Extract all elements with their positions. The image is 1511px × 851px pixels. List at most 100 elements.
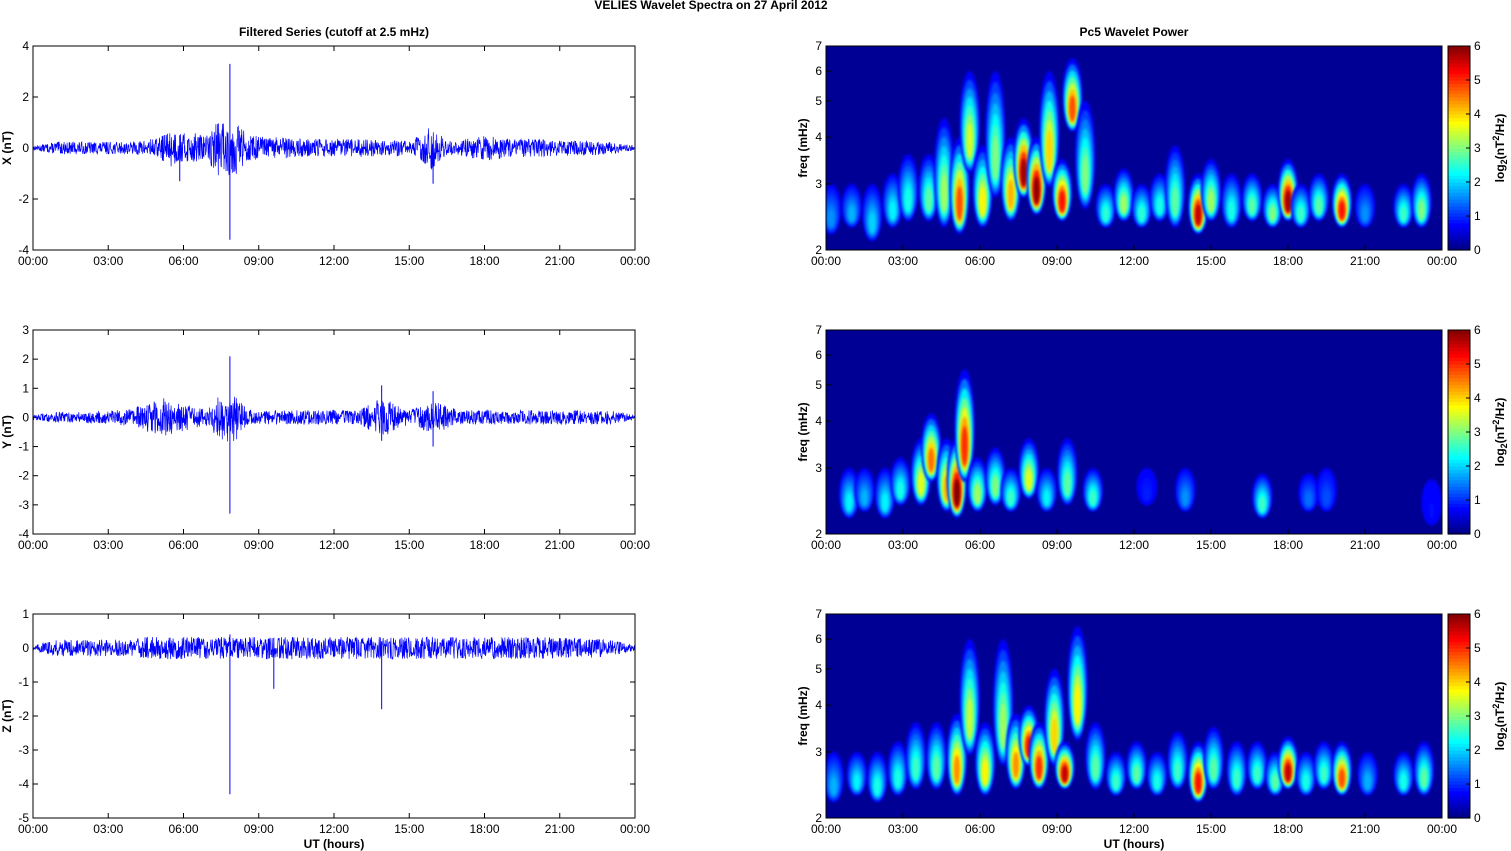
colorbar-swatch: [1448, 243, 1470, 248]
colorbar-swatch: [1448, 699, 1470, 703]
x-tick-label: 12:00: [1119, 538, 1149, 552]
y-tick-label: 4: [815, 130, 822, 144]
figure-title: VELIES Wavelet Spectra on 27 April 2012: [594, 0, 828, 12]
y-tick-label: -4: [18, 243, 29, 257]
y-tick-label: -4: [18, 777, 29, 791]
heatmap-blob: [1043, 490, 1050, 506]
colorbar-swatch: [1448, 452, 1470, 457]
colorbar-swatch: [1448, 226, 1470, 231]
heatmap-blob: [1102, 206, 1109, 222]
x-tick-label: 18:00: [469, 822, 499, 836]
colorbar-swatch: [1448, 199, 1470, 203]
heatmap-blob: [1172, 187, 1179, 216]
colorbar-tick-label: 5: [1474, 357, 1481, 371]
heatmap-blob: [1338, 200, 1345, 220]
colorbar-swatch: [1448, 360, 1470, 365]
heatmap-blob: [956, 186, 963, 221]
colorbar-swatch: [1448, 449, 1470, 453]
colorbar-swatch: [1448, 117, 1470, 122]
y-tick-label: -2: [18, 469, 29, 483]
y-tick-label: 2: [22, 90, 29, 104]
colorbar-tick-label: 6: [1474, 39, 1481, 53]
colorbar-swatch: [1448, 506, 1470, 511]
y-tick-label: 3: [815, 177, 822, 191]
heatmap-blob: [1069, 95, 1076, 122]
x-tick-label: 06:00: [168, 254, 198, 268]
colorbar-tick-label: 0: [1474, 243, 1481, 257]
colorbar-swatch: [1448, 627, 1470, 632]
colorbar-swatch: [1448, 773, 1470, 778]
colorbar-tick-label: 4: [1474, 391, 1481, 405]
x-tick-label: 00:00: [811, 254, 841, 268]
x-tick-label: 09:00: [1042, 822, 1072, 836]
colorbar-swatch: [1448, 83, 1470, 88]
plot-frame: [32, 613, 636, 819]
heatmap-blob: [928, 448, 935, 472]
heatmap-blob: [1305, 492, 1312, 507]
x-tick-label: 21:00: [545, 254, 575, 268]
plot-frame: [825, 45, 1443, 251]
colorbar-swatch: [1448, 131, 1470, 135]
plot-title: Pc5 Wavelet Power: [1080, 25, 1189, 39]
colorbar-swatch: [1448, 520, 1470, 525]
colorbar-swatch: [1448, 661, 1470, 666]
y-tick-label: -5: [18, 811, 29, 825]
colorbar-swatch: [1448, 124, 1470, 129]
heatmap-blob: [1208, 190, 1214, 213]
colorbar-swatch: [1448, 195, 1470, 200]
heatmap-blob: [1074, 684, 1081, 725]
colorbar-swatch: [1448, 692, 1470, 697]
x-tick-label: 06:00: [168, 538, 198, 552]
colorbar-swatch: [1448, 428, 1470, 433]
y-tick-label: -4: [18, 527, 29, 541]
x-tick-label: 12:00: [1119, 822, 1149, 836]
colorbar-swatch: [1448, 513, 1470, 518]
heatmap-blob: [882, 493, 888, 512]
colorbar-swatch: [1448, 209, 1470, 214]
y-tick-label: 7: [815, 39, 822, 53]
x-tick-label: 15:00: [1196, 254, 1226, 268]
colorbar-swatch: [1448, 442, 1470, 447]
colorbar-swatch: [1448, 777, 1470, 782]
x-tick-label: 00:00: [1427, 254, 1457, 268]
heatmap-blob: [966, 122, 973, 159]
heatmap-blob: [889, 200, 896, 220]
x-tick-label: 21:00: [545, 538, 575, 552]
y-tick-label: 2: [815, 527, 822, 541]
x-tick-label: 03:00: [888, 822, 918, 836]
colorbar: 6 5 4 3 2 1 0 log2(nT2/Hz): [1447, 39, 1509, 257]
heatmap-blob: [1323, 490, 1330, 506]
x-tick-label: 15:00: [394, 538, 424, 552]
y-tick-label: -1: [18, 440, 29, 454]
heatmap-blob: [912, 756, 919, 780]
colorbar-label: log2(nT2/Hz): [1491, 114, 1509, 183]
y-tick-label: 5: [815, 94, 822, 108]
colorbar-swatch: [1448, 620, 1470, 625]
colorbar-swatch: [1448, 408, 1470, 413]
x-tick-label: 00:00: [811, 822, 841, 836]
heatmap-blob: [1315, 197, 1322, 215]
y-tick-label: 6: [815, 64, 822, 78]
colorbar-swatch: [1448, 158, 1470, 163]
colorbar-swatch: [1448, 675, 1470, 680]
colorbar: 6 5 4 3 2 1 0 log2(nT2/Hz): [1447, 607, 1509, 825]
plot-frame: [825, 613, 1443, 819]
colorbar-swatch: [1448, 110, 1470, 115]
heatmap-blob: [1320, 765, 1327, 783]
colorbar-swatch: [1448, 719, 1470, 724]
x-tick-label: 06:00: [965, 254, 995, 268]
colorbar-swatch: [1448, 651, 1470, 656]
colorbar-swatch: [1448, 205, 1470, 210]
colorbar-swatch: [1448, 239, 1470, 244]
x-tick-label: 09:00: [1042, 538, 1072, 552]
heatmap-blob: [1000, 703, 1007, 748]
x-tick-label: 21:00: [1350, 822, 1380, 836]
colorbar-swatch: [1448, 90, 1470, 95]
colorbar-swatch: [1448, 46, 1470, 50]
colorbar-swatch: [1448, 432, 1470, 436]
colorbar-swatch: [1448, 756, 1470, 761]
colorbar-swatch: [1448, 733, 1470, 737]
heatmap-blob: [918, 472, 924, 496]
colorbar-swatch: [1448, 69, 1470, 74]
colorbar-swatch: [1448, 462, 1470, 467]
